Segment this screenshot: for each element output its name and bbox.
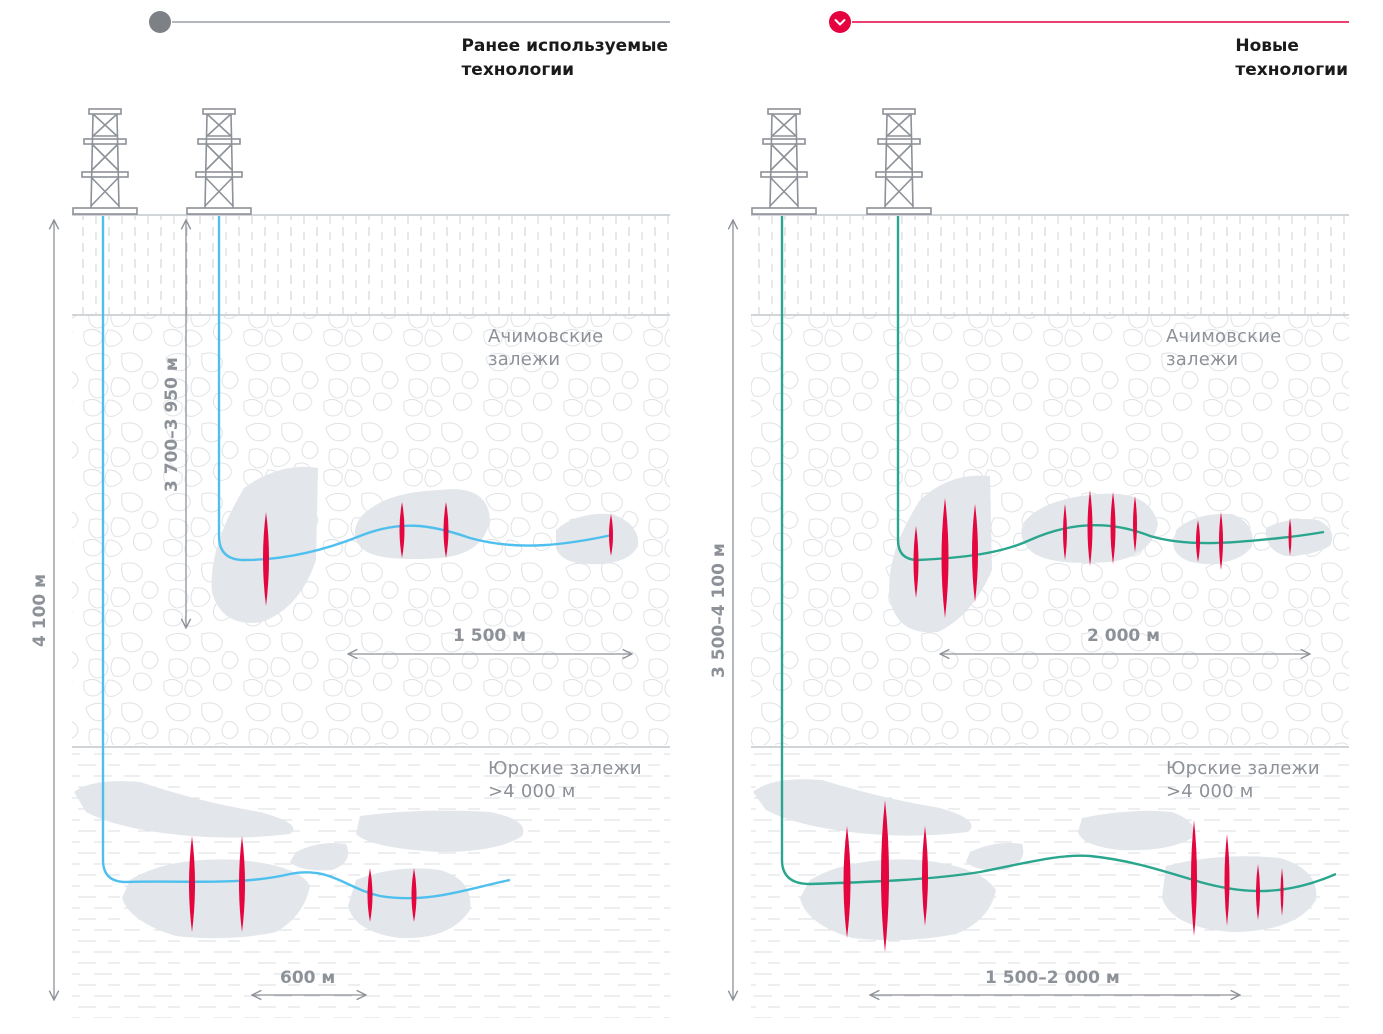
frac-mark xyxy=(239,836,245,932)
old-technology-panel xyxy=(54,11,670,1018)
deposit-zone xyxy=(1265,519,1333,556)
deposit-zone xyxy=(966,843,1024,871)
jurassic-layer-label: Юрские залежи >4 000 м xyxy=(488,757,642,803)
layer-label-line: Ачимовские xyxy=(1166,326,1282,347)
frac-mark xyxy=(881,800,889,952)
well-trajectory xyxy=(780,216,1337,893)
frac-mark xyxy=(1256,864,1260,920)
frac-mark xyxy=(411,868,417,922)
drilling-rig-icon xyxy=(751,108,817,215)
drilling-rig-icon xyxy=(186,108,252,215)
frac-mark xyxy=(443,502,449,558)
frac-mark xyxy=(922,826,928,926)
surface-layer xyxy=(751,216,1349,314)
deposit-zone xyxy=(753,779,972,836)
frac-mark xyxy=(913,526,919,598)
panel-heading-line: Новые xyxy=(1235,36,1299,56)
achimov-layer-label: Ачимовские залежи xyxy=(488,325,603,371)
frac-mark xyxy=(1110,492,1116,564)
frac-mark xyxy=(1087,490,1093,566)
well-trajectory xyxy=(217,216,613,562)
frac-mark xyxy=(1133,496,1137,552)
frac-mark xyxy=(941,498,949,618)
frac-mark xyxy=(1280,868,1284,916)
chevron-down-icon xyxy=(834,19,846,26)
horizontal-length-label: 600 м xyxy=(280,968,336,988)
deposit-zone xyxy=(348,868,471,939)
depth-range-label: 3 700–3 950 м xyxy=(162,357,182,492)
frac-mark xyxy=(1063,504,1067,560)
layer-label-line: залежи xyxy=(1166,349,1239,370)
deposit-zone xyxy=(800,859,996,941)
frac-mark xyxy=(1196,520,1200,562)
panel-heading-line: Ранее используемые xyxy=(461,36,668,56)
surface-layer xyxy=(72,216,670,314)
frac-mark xyxy=(367,868,373,922)
panel-heading-new: Новые технологии xyxy=(1235,34,1348,82)
deposit-zone xyxy=(74,781,294,838)
layer-label-line: Ачимовские xyxy=(488,326,604,347)
total-depth-label: 4 100 м xyxy=(30,573,50,647)
layer-label-line: Юрские залежи xyxy=(488,758,642,779)
drilling-rig-icon xyxy=(866,108,932,215)
horizontal-length-label: 2 000 м xyxy=(1087,626,1161,646)
layer-label-line: залежи xyxy=(488,349,561,370)
panel-heading-line: технологии xyxy=(1235,60,1348,80)
panel-heading-old: Ранее используемые технологии xyxy=(461,34,668,82)
frac-mark xyxy=(1219,512,1223,570)
new-technology-panel xyxy=(733,11,1349,1018)
frac-mark xyxy=(189,836,195,932)
frac-mark xyxy=(1288,518,1292,556)
layer-label-line: >4 000 м xyxy=(1166,781,1254,802)
drilling-rig-icon xyxy=(72,108,138,215)
well-trajectory xyxy=(101,216,511,900)
frac-mark xyxy=(263,512,269,606)
deposit-zone xyxy=(889,475,992,633)
frac-mark xyxy=(399,502,405,558)
layer-label-line: Юрские залежи xyxy=(1166,758,1320,779)
frac-mark xyxy=(1224,834,1230,926)
frac-mark xyxy=(609,514,613,556)
frac-mark xyxy=(972,504,978,602)
horizontal-length-label: 1 500–2 000 м xyxy=(985,968,1120,988)
panel-heading-line: технологии xyxy=(461,60,575,80)
deposit-zone xyxy=(1174,513,1253,564)
layer-label-line: >4 000 м xyxy=(488,781,576,802)
deposit-zone xyxy=(1162,856,1317,932)
deposit-zone xyxy=(356,810,524,852)
frac-mark xyxy=(1191,820,1197,936)
achimov-layer-label: Ачимовские залежи xyxy=(1166,325,1281,371)
deposit-zone xyxy=(1078,810,1194,851)
circle-marker-icon xyxy=(829,11,851,33)
horizontal-length-label: 1 500 м xyxy=(453,626,527,646)
frac-mark xyxy=(843,826,851,938)
jurassic-layer-label: Юрские залежи >4 000 м xyxy=(1166,757,1320,803)
circle-marker-icon xyxy=(149,11,171,33)
deposit-zone xyxy=(354,489,490,559)
deposit-zone xyxy=(290,843,349,871)
depth-range-label: 3 500–4 100 м xyxy=(709,543,729,678)
